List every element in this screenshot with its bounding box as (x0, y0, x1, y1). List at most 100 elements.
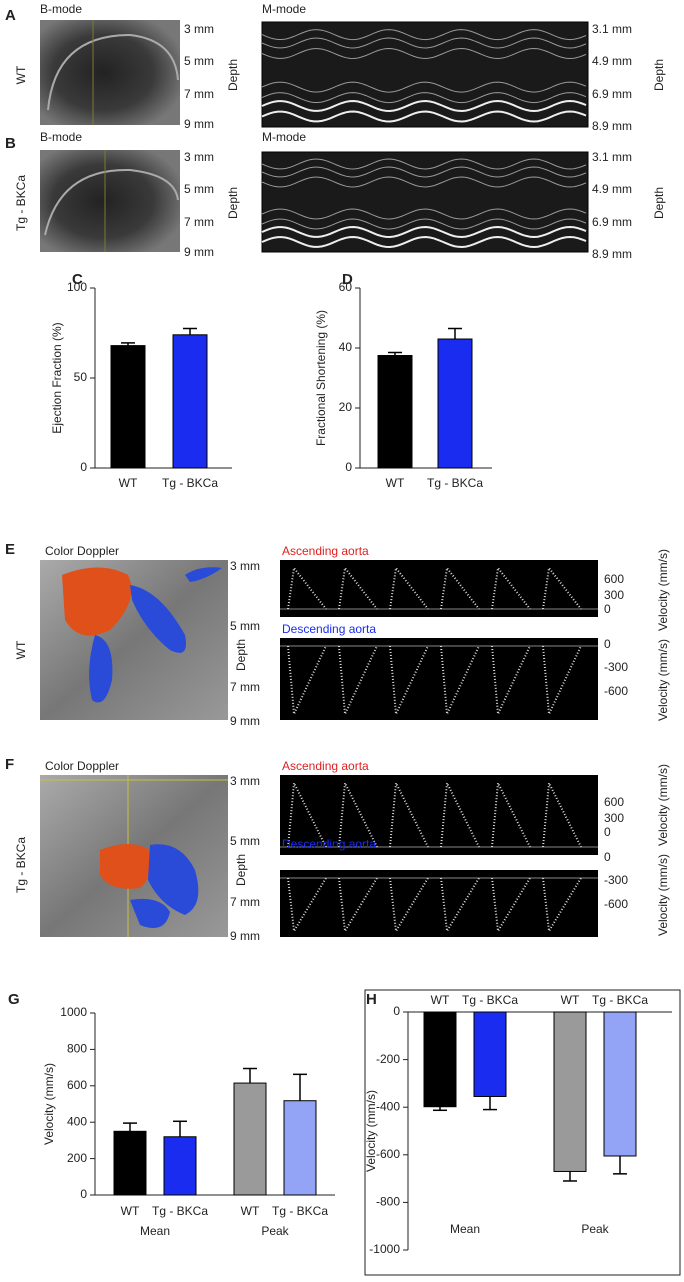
y-tick-label: 20 (339, 400, 353, 414)
trace-spike (389, 779, 429, 848)
row-label: Tg - BKCa (14, 175, 28, 231)
group-label: Peak (261, 1224, 289, 1238)
trace-spike (542, 779, 582, 848)
mmode-wave (261, 29, 587, 41)
panel-letter: F (5, 756, 14, 773)
y-axis-label: Velocity (mm/s) (42, 1063, 56, 1145)
image-title: B-mode (40, 130, 82, 144)
x-tick-label: Tg - BKCa (592, 993, 648, 1007)
depth-axis-label: Depth (226, 59, 240, 91)
depth-label: 8.9 mm (592, 119, 632, 133)
depth-label: 3 mm (184, 150, 214, 164)
bmode-wall (44, 168, 179, 236)
bar (283, 1100, 317, 1196)
depth-label: 5 mm (230, 619, 260, 633)
row-label: WT (14, 65, 28, 84)
bar (163, 1136, 197, 1196)
bar (473, 1011, 507, 1097)
mmode-wave (261, 47, 587, 60)
y-tick-label: 0 (80, 1187, 87, 1201)
bmode-wall (47, 33, 179, 111)
velocity-tick: 0 (604, 637, 611, 651)
bar (603, 1011, 637, 1157)
velocity-axis-label: Velocity (mm/s) (656, 854, 670, 936)
velocity-tick: -600 (604, 897, 628, 911)
velocity-tick: 300 (604, 811, 624, 825)
depth-label: 3 mm (230, 559, 260, 573)
mmode-wave (261, 225, 587, 239)
doppler-flow (89, 635, 113, 703)
trace-title: Descending aorta (282, 622, 376, 636)
x-tick-label: WT (561, 993, 580, 1007)
panel-letter: A (5, 7, 16, 24)
panel-letter: D (342, 271, 353, 288)
depth-label: 8.9 mm (592, 247, 632, 261)
y-tick-label: -800 (376, 1195, 400, 1209)
trace-spike (491, 779, 531, 848)
mmode-wave (261, 176, 587, 188)
y-tick-label: 800 (67, 1042, 87, 1056)
depth-label: 5 mm (184, 54, 214, 68)
velocity-tick: -600 (604, 684, 628, 698)
depth-label: 9 mm (230, 714, 260, 728)
x-tick-label: WT (386, 476, 405, 490)
depth-axis-label: Depth (234, 639, 248, 671)
bar (423, 1011, 457, 1108)
image-title: M-mode (262, 130, 306, 144)
x-tick-label: WT (431, 993, 450, 1007)
y-tick-label: 100 (67, 280, 87, 294)
mmode-wave (261, 166, 587, 178)
depth-axis-label: Depth (652, 187, 666, 219)
image-title: M-mode (262, 2, 306, 16)
velocity-tick: 0 (604, 850, 611, 864)
velocity-tick: 0 (604, 602, 611, 616)
bar (437, 338, 473, 469)
descending-trace (280, 870, 598, 937)
y-tick-label: 1000 (60, 1005, 87, 1019)
x-tick-label: WT (119, 476, 138, 490)
row-label: Tg - BKCa (14, 837, 28, 893)
mmode-wave (261, 110, 587, 123)
x-tick-label: WT (121, 1204, 140, 1218)
trace-title: Ascending aorta (282, 759, 369, 773)
bar (377, 355, 413, 469)
panel-letter: G (8, 991, 20, 1008)
descending-trace (280, 638, 598, 720)
depth-label: 7 mm (230, 895, 260, 909)
velocity-tick: -300 (604, 660, 628, 674)
image-title: B-mode (40, 2, 82, 16)
y-axis-label: Velocity (mm/s) (364, 1090, 378, 1172)
mmode-wave (261, 235, 587, 249)
y-tick-label: 400 (67, 1114, 87, 1128)
trace-title: Ascending aorta (282, 544, 369, 558)
depth-label: 6.9 mm (592, 215, 632, 229)
depth-label: 7 mm (184, 87, 214, 101)
depth-label: 4.9 mm (592, 182, 632, 196)
depth-label: 9 mm (184, 117, 214, 131)
y-axis-label: Fractional Shortening (%) (314, 310, 328, 446)
y-tick-label: 200 (67, 1151, 87, 1165)
mmode-wave (261, 37, 587, 49)
x-tick-label: WT (241, 1204, 260, 1218)
y-tick-label: 600 (67, 1078, 87, 1092)
velocity-axis-label: Velocity (mm/s) (656, 764, 670, 846)
y-tick-label: -600 (376, 1147, 400, 1161)
doppler-flow (130, 898, 170, 929)
x-tick-label: Tg - BKCa (462, 993, 518, 1007)
y-tick-label: -1000 (369, 1242, 400, 1256)
ascending-trace (280, 560, 598, 617)
y-tick-label: 0 (393, 1004, 400, 1018)
bmode-image (40, 150, 180, 252)
doppler-flow (148, 844, 199, 915)
doppler-flow (100, 844, 152, 889)
x-tick-label: Tg - BKCa (162, 476, 218, 490)
doppler-flow (185, 567, 222, 582)
image-title: Color Doppler (45, 544, 119, 558)
x-tick-label: Tg - BKCa (152, 1204, 208, 1218)
velocity-axis-label: Velocity (mm/s) (656, 549, 670, 631)
mmode-wave (261, 99, 587, 113)
depth-label: 7 mm (230, 680, 260, 694)
y-tick-label: -400 (376, 1099, 400, 1113)
mmode-wave (261, 208, 587, 220)
